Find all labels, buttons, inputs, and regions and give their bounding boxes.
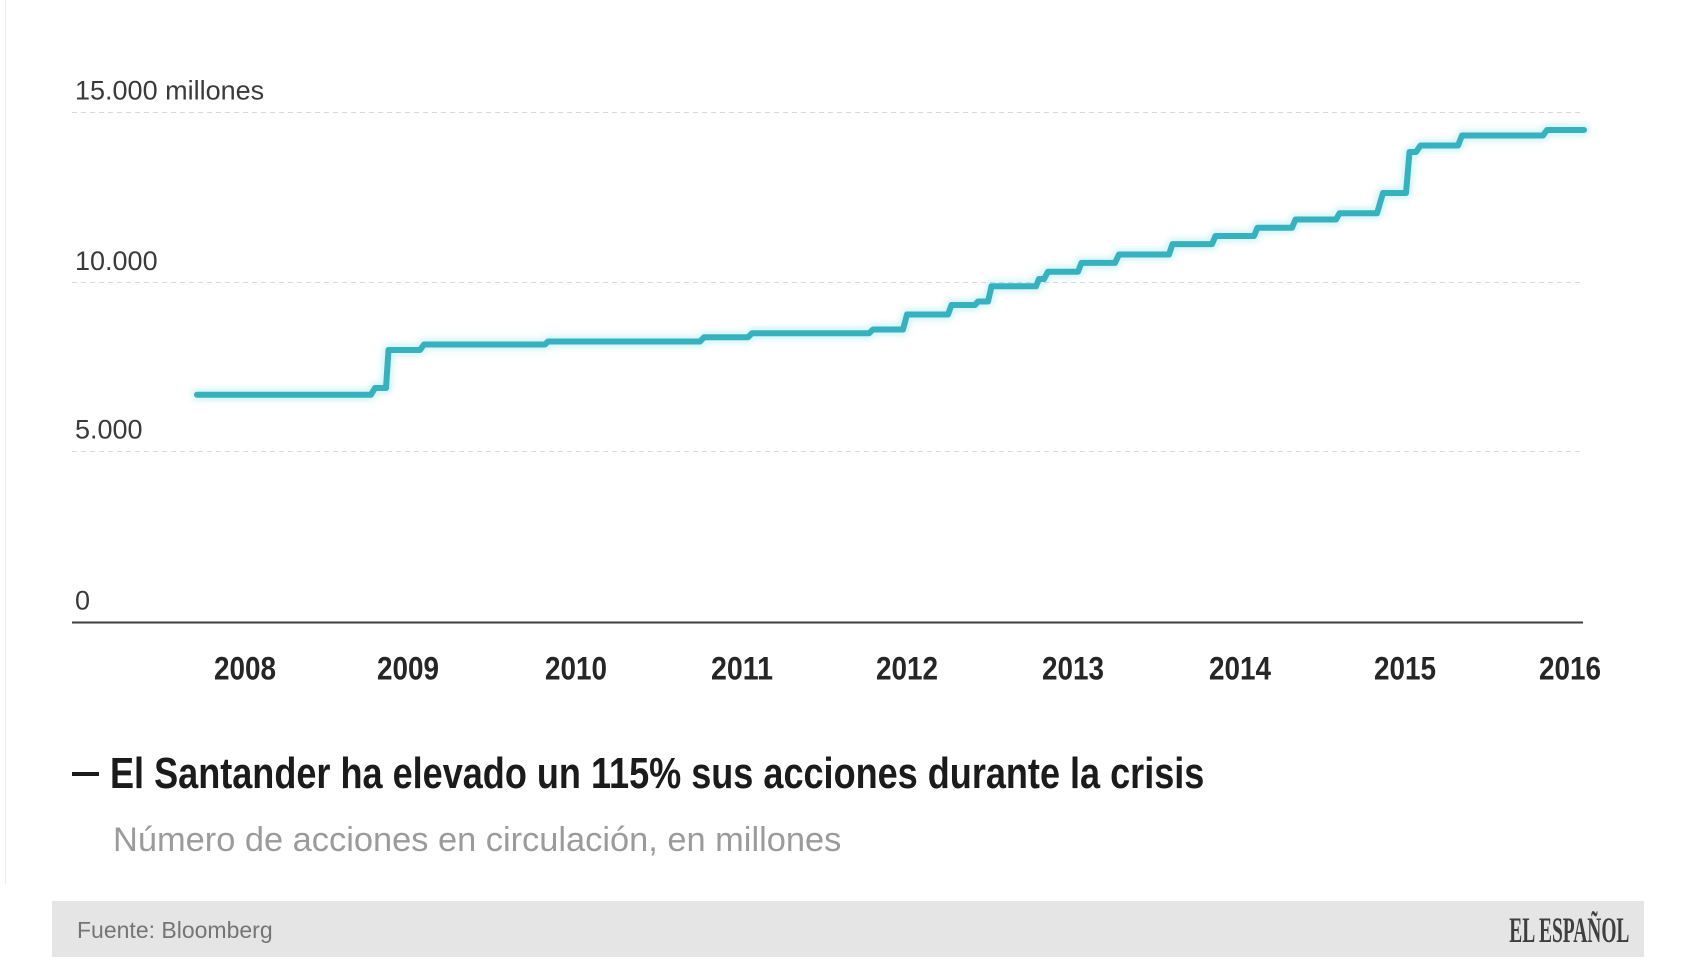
svg-text:0: 0 xyxy=(75,586,90,616)
svg-text:2010: 2010 xyxy=(545,651,607,687)
svg-text:2011: 2011 xyxy=(711,651,773,687)
svg-text:2013: 2013 xyxy=(1042,651,1104,687)
svg-text:5.000: 5.000 xyxy=(75,415,143,445)
svg-text:2016: 2016 xyxy=(1539,651,1601,687)
svg-text:2015: 2015 xyxy=(1374,651,1436,687)
svg-text:2008: 2008 xyxy=(214,651,276,687)
svg-text:2009: 2009 xyxy=(377,651,439,687)
svg-text:15.000 millones: 15.000 millones xyxy=(75,76,264,106)
svg-text:10.000: 10.000 xyxy=(75,246,158,276)
svg-text:2014: 2014 xyxy=(1209,651,1271,687)
svg-text:2012: 2012 xyxy=(876,651,938,687)
